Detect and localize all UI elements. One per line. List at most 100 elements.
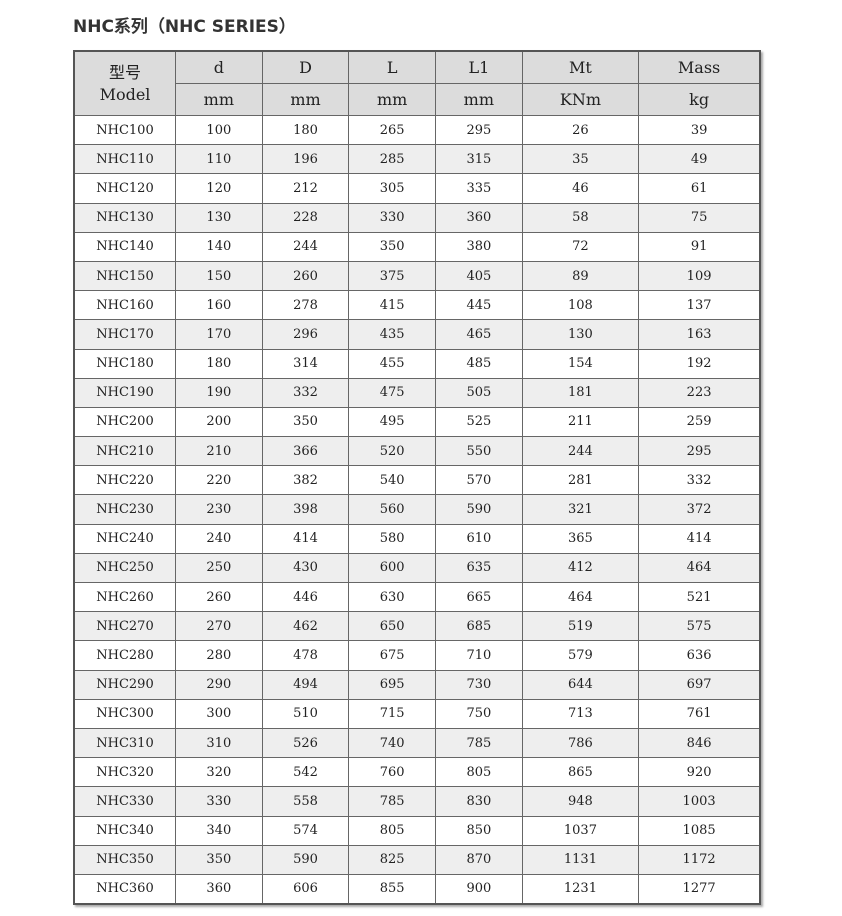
- cell-d: 244: [261, 231, 350, 262]
- cell-l: 630: [348, 581, 437, 613]
- cell-mass: 332: [638, 465, 761, 496]
- cell-l: 760: [348, 757, 437, 788]
- table-row: NHC350 350 590 825 870 1131 1172: [73, 844, 761, 875]
- table-row: NHC170 170 296 435 465 130 163: [73, 319, 761, 350]
- cell-d: 278: [261, 290, 350, 321]
- cell-mass: 372: [638, 494, 761, 525]
- cell-d: 190: [175, 377, 263, 408]
- cell-mt: 244: [521, 436, 640, 467]
- cell-mass: 1172: [638, 844, 761, 875]
- cell-mt: 154: [521, 348, 640, 379]
- column-header-mt: Mt: [521, 50, 640, 84]
- cell-l1: 685: [435, 611, 523, 642]
- cell-mt: 1231: [521, 873, 640, 905]
- model-header-cn: 型号: [108, 62, 141, 82]
- cell-l1: 315: [435, 144, 523, 175]
- cell-d: 296: [261, 319, 350, 350]
- cell-mass: 137: [638, 290, 761, 321]
- cell-model: NHC150: [73, 260, 176, 292]
- table-row: NHC320 320 542 760 805 865 920: [73, 757, 761, 788]
- cell-d: 478: [261, 640, 350, 671]
- table-row: NHC240 240 414 580 610 365 414: [73, 523, 761, 554]
- cell-l: 805: [348, 815, 437, 846]
- cell-l: 265: [348, 114, 437, 146]
- table-row: NHC230 230 398 560 590 321 372: [73, 494, 761, 525]
- cell-model: NHC330: [73, 786, 176, 817]
- cell-l1: 295: [435, 114, 523, 146]
- cell-mass: 259: [638, 406, 761, 438]
- table-row: NHC110 110 196 285 315 35 49: [73, 144, 761, 175]
- cell-mt: 281: [521, 465, 640, 496]
- column-unit-l: mm: [348, 83, 437, 116]
- cell-mass: 223: [638, 377, 761, 408]
- cell-mt: 211: [521, 406, 640, 438]
- cell-model: NHC280: [73, 640, 176, 671]
- cell-l1: 805: [435, 757, 523, 788]
- cell-mass: 464: [638, 552, 761, 584]
- table-row: NHC330 330 558 785 830 948 1003: [73, 786, 761, 817]
- cell-mass: 1085: [638, 815, 761, 846]
- cell-model: NHC100: [73, 114, 176, 146]
- column-header-d: D: [261, 50, 350, 84]
- cell-model: NHC180: [73, 348, 176, 379]
- cell-mt: 519: [521, 611, 640, 642]
- cell-mass: 521: [638, 581, 761, 613]
- page-title: NHC系列（NHC SERIES）: [73, 17, 296, 37]
- cell-l1: 750: [435, 698, 523, 729]
- table-row: NHC190 190 332 475 505 181 223: [73, 377, 761, 408]
- column-unit-d: mm: [175, 83, 263, 116]
- cell-mass: 163: [638, 319, 761, 350]
- cell-d: 200: [175, 406, 263, 438]
- cell-model: NHC210: [73, 436, 176, 467]
- cell-l: 520: [348, 436, 437, 467]
- cell-l: 475: [348, 377, 437, 408]
- cell-mt: 181: [521, 377, 640, 408]
- cell-l: 560: [348, 494, 437, 525]
- cell-l: 675: [348, 640, 437, 671]
- table-row: NHC130 130 228 330 360 58 75: [73, 202, 761, 233]
- cell-l1: 445: [435, 290, 523, 321]
- cell-mass: 91: [638, 231, 761, 262]
- cell-d: 160: [175, 290, 263, 321]
- cell-l: 375: [348, 260, 437, 292]
- table-row: NHC200 200 350 495 525 211 259: [73, 406, 761, 438]
- cell-model: NHC340: [73, 815, 176, 846]
- cell-d: 290: [175, 669, 263, 700]
- cell-l1: 610: [435, 523, 523, 554]
- cell-model: NHC360: [73, 873, 176, 905]
- table-row: NHC250 250 430 600 635 412 464: [73, 552, 761, 584]
- model-header-en: Model: [99, 84, 151, 104]
- table-row: NHC280 280 478 675 710 579 636: [73, 640, 761, 671]
- cell-mt: 130: [521, 319, 640, 350]
- cell-l: 455: [348, 348, 437, 379]
- cell-mass: 295: [638, 436, 761, 467]
- cell-mt: 579: [521, 640, 640, 671]
- model-header: 型号 Model: [73, 50, 176, 116]
- cell-d: 180: [175, 348, 263, 379]
- cell-mt: 786: [521, 727, 640, 759]
- table-row: NHC160 160 278 415 445 108 137: [73, 290, 761, 321]
- cell-mass: 920: [638, 757, 761, 788]
- cell-mass: 761: [638, 698, 761, 729]
- cell-mt: 464: [521, 581, 640, 613]
- cell-l: 330: [348, 202, 437, 233]
- cell-d: 130: [175, 202, 263, 233]
- cell-model: NHC240: [73, 523, 176, 554]
- table-row: NHC310 310 526 740 785 786 846: [73, 727, 761, 759]
- cell-d: 340: [175, 815, 263, 846]
- cell-mass: 1277: [638, 873, 761, 905]
- table-row: NHC120 120 212 305 335 46 61: [73, 173, 761, 204]
- table-row: NHC180 180 314 455 485 154 192: [73, 348, 761, 379]
- cell-d: 558: [261, 786, 350, 817]
- cell-d: 350: [175, 844, 263, 875]
- cell-model: NHC220: [73, 465, 176, 496]
- cell-model: NHC320: [73, 757, 176, 788]
- cell-d: 526: [261, 727, 350, 759]
- cell-l1: 870: [435, 844, 523, 875]
- cell-l1: 465: [435, 319, 523, 350]
- column-header-l1: L1: [435, 50, 523, 84]
- cell-d: 494: [261, 669, 350, 700]
- cell-l: 305: [348, 173, 437, 204]
- header-row-names: 型号 Model d D L L1 Mt Mass: [73, 50, 761, 116]
- cell-l1: 710: [435, 640, 523, 671]
